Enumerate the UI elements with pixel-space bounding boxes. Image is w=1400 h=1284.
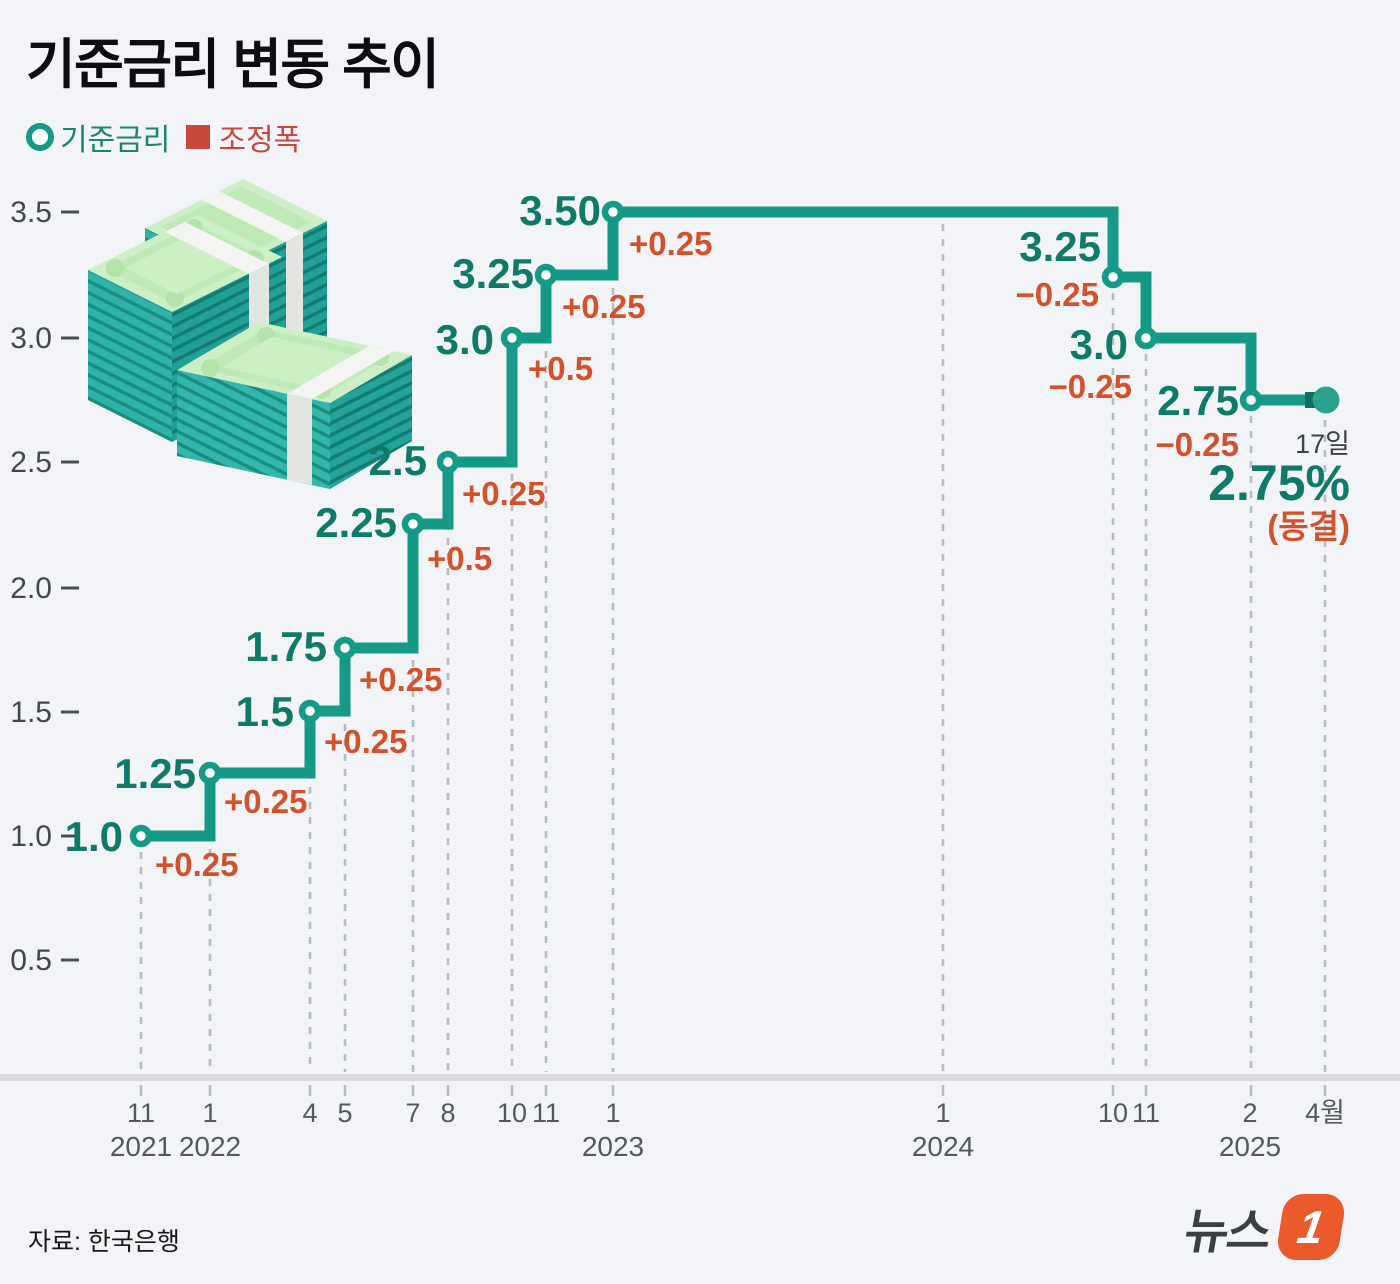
rate-change-label: +0.5 [528, 350, 593, 387]
x-axis-year-label: 2022 [179, 1131, 241, 1162]
y-axis-label: 1.0 [10, 820, 52, 853]
x-axis-label: 11 [1132, 1098, 1160, 1128]
y-axis-label: 1.5 [10, 696, 52, 729]
rate-point-marker [534, 263, 558, 287]
x-axis-year-label: 2024 [912, 1131, 974, 1162]
news1-logo-tile-icon: 1 [1275, 1194, 1348, 1260]
rate-change-label: +0.25 [462, 475, 546, 512]
x-axis-bar [0, 1074, 1400, 1081]
rate-change-label: +0.25 [324, 723, 408, 760]
rate-value-label: 3.50 [519, 187, 601, 234]
rate-value-label: 2.25 [315, 499, 397, 546]
rate-point-marker [436, 450, 460, 474]
x-axis-label: 1 [202, 1098, 217, 1128]
rate-change-label: −0.25 [1016, 276, 1100, 313]
x-axis-label: 1 [605, 1098, 620, 1128]
change-legend-marker-icon [186, 125, 211, 149]
news1-logo-one: 1 [1294, 1201, 1329, 1253]
gridline-layer [139, 224, 1327, 1072]
rate-value-label: 3.0 [436, 316, 494, 363]
final-status-label: (동결) [1267, 508, 1350, 545]
final-rate-label: 2.75% [1208, 455, 1350, 511]
x-axis-label: 4월 [1305, 1098, 1345, 1128]
rate-legend-marker-icon [26, 123, 54, 151]
x-axis-year-label: 2025 [1219, 1131, 1281, 1162]
rate-legend-label: 기준금리 [60, 124, 171, 157]
x-axis-year-label: 2021 [110, 1131, 172, 1162]
rate-change-label: −0.25 [1156, 426, 1240, 463]
rate-change-label: +0.25 [359, 661, 443, 698]
page-title: 기준금리 변동 추이 [26, 35, 440, 95]
rate-value-label: 2.5 [369, 437, 427, 484]
news1-logo: 뉴스 1 [1180, 1192, 1348, 1262]
source-caption: 자료: 한국은행 [28, 1228, 180, 1256]
y-axis-label: 3.0 [10, 322, 52, 355]
money-bundle-front [177, 322, 412, 489]
rate-change-label: +0.5 [427, 540, 492, 577]
y-axis-label: 2.5 [10, 446, 52, 479]
x-axis-label: 2 [1242, 1098, 1257, 1128]
change-legend-label: 조정폭 [218, 124, 302, 157]
rate-value-label: 3.25 [1019, 223, 1101, 270]
rate-point-marker [129, 824, 153, 848]
rate-change-label: +0.25 [562, 288, 646, 325]
rate-value-label: 3.0 [1070, 321, 1128, 368]
final-day-label: 17일 [1295, 429, 1350, 459]
chart-legend: 기준금리 조정폭 [26, 115, 301, 159]
x-axis-label: 11 [127, 1098, 155, 1128]
x-axis-label: 10 [1098, 1098, 1128, 1128]
rate-value-label: 1.0 [65, 813, 123, 860]
rate-value-label: 1.25 [114, 750, 196, 797]
rate-point-marker [333, 636, 357, 660]
x-axis-label: 5 [337, 1098, 352, 1128]
rate-value-label: 3.25 [452, 250, 534, 297]
rate-point-marker [1101, 265, 1125, 289]
rate-point-marker [298, 699, 322, 723]
series-layer [129, 200, 1340, 848]
x-axis-label: 10 [497, 1098, 527, 1128]
x-axis-label: 8 [440, 1098, 455, 1128]
rate-change-label: +0.25 [629, 225, 713, 262]
rate-point-marker [401, 512, 425, 536]
rate-value-label: 2.75 [1157, 377, 1239, 424]
rate-point-marker [1134, 326, 1158, 350]
y-axis-label: 2.0 [10, 572, 52, 605]
x-axis-label: 1 [935, 1098, 950, 1128]
x-axis-label: 11 [532, 1098, 560, 1128]
y-axis-label: 3.5 [10, 196, 52, 229]
final-rate-dot [1312, 386, 1340, 414]
rate-value-label: 1.5 [236, 688, 294, 735]
x-axis-year-label: 2023 [582, 1131, 644, 1162]
rate-point-marker [500, 326, 524, 350]
rate-change-label: −0.25 [1049, 368, 1133, 405]
rate-change-label: +0.25 [155, 846, 239, 883]
label-layer: 1.0 +0.25 1.25 +0.25 1.5 +0.25 1.75 +0.25 2.25 +0… [65, 187, 1350, 883]
x-axis-label: 7 [405, 1098, 420, 1128]
news1-logo-text: 뉴스 [1180, 1206, 1275, 1259]
rate-point-marker [1239, 388, 1263, 412]
x-axis-label: 4 [302, 1098, 317, 1128]
money-stack-illustration [88, 179, 412, 489]
rate-point-marker [198, 761, 222, 785]
rate-point-marker [601, 200, 625, 224]
rate-change-label: +0.25 [224, 783, 308, 820]
y-axis-label: 0.5 [10, 944, 52, 977]
rate-value-label: 1.75 [245, 623, 327, 670]
